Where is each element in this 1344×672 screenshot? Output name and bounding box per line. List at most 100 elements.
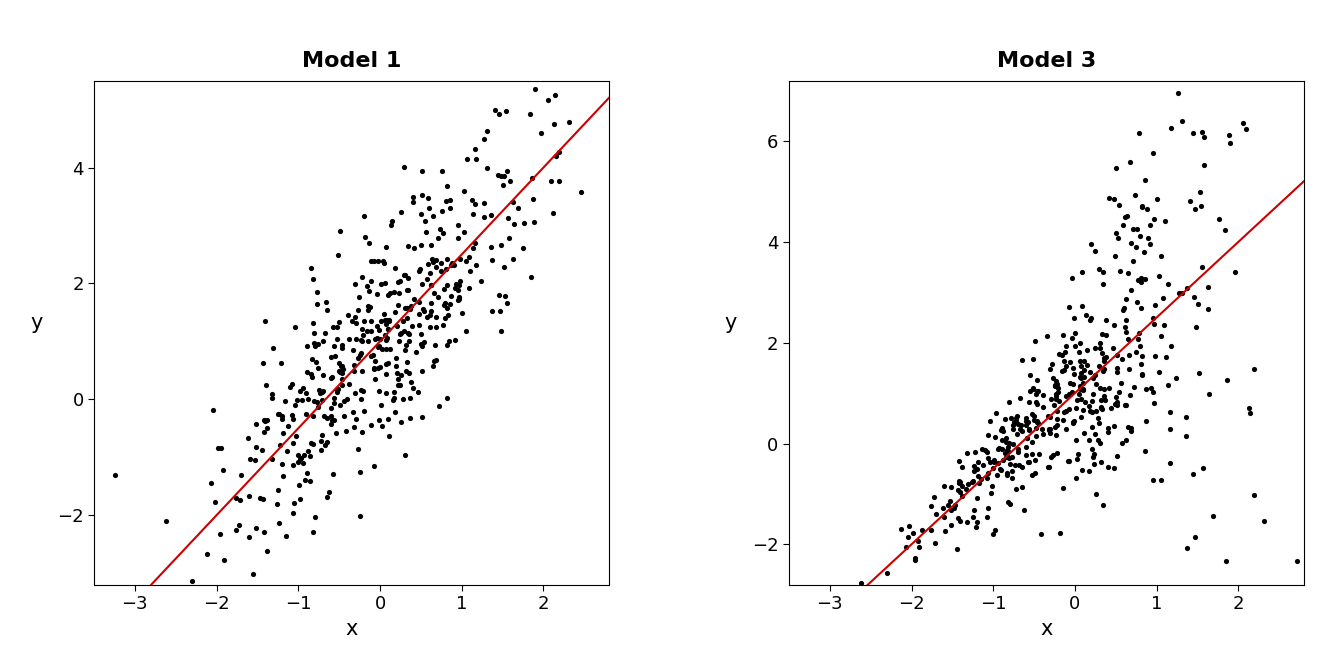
Point bbox=[949, 487, 970, 497]
Point bbox=[1000, 458, 1021, 469]
Point bbox=[320, 403, 341, 413]
Point bbox=[327, 249, 348, 260]
Point bbox=[1176, 542, 1198, 553]
Point bbox=[1052, 356, 1074, 367]
Point bbox=[358, 301, 379, 312]
Point bbox=[1036, 331, 1058, 341]
Point bbox=[980, 457, 1001, 468]
Point bbox=[379, 288, 401, 299]
Point bbox=[419, 322, 441, 333]
Point bbox=[1142, 474, 1164, 485]
Point bbox=[961, 476, 982, 487]
Point bbox=[464, 237, 485, 248]
Point bbox=[991, 465, 1012, 476]
Point bbox=[1111, 219, 1133, 230]
Point bbox=[431, 206, 453, 217]
Point bbox=[1132, 369, 1153, 380]
Point bbox=[538, 95, 559, 106]
Point bbox=[503, 196, 524, 207]
Point bbox=[313, 411, 335, 421]
Point bbox=[310, 394, 332, 405]
Point bbox=[345, 317, 367, 328]
Point bbox=[1191, 262, 1212, 273]
Point bbox=[1126, 296, 1148, 307]
Point bbox=[999, 438, 1020, 449]
Point bbox=[437, 280, 458, 290]
Point bbox=[321, 415, 343, 426]
Point bbox=[957, 516, 978, 527]
Point bbox=[327, 387, 348, 398]
Point bbox=[439, 194, 461, 205]
Point bbox=[1015, 442, 1036, 452]
Point bbox=[1000, 413, 1021, 423]
Point bbox=[320, 351, 341, 362]
Point bbox=[891, 523, 913, 534]
Point bbox=[1001, 472, 1023, 483]
Point bbox=[308, 338, 329, 349]
Point bbox=[1130, 302, 1152, 313]
Point bbox=[403, 243, 425, 254]
Point bbox=[439, 259, 461, 270]
Point bbox=[1027, 385, 1048, 396]
Point bbox=[1046, 379, 1067, 390]
Point bbox=[902, 528, 923, 538]
Point bbox=[207, 442, 228, 453]
Point bbox=[427, 401, 449, 412]
Point bbox=[1003, 423, 1024, 434]
Point bbox=[360, 256, 382, 267]
Point bbox=[1198, 304, 1219, 314]
Point bbox=[1132, 351, 1153, 362]
Point bbox=[368, 341, 390, 351]
Point bbox=[331, 374, 352, 384]
Point bbox=[411, 412, 433, 423]
Point bbox=[493, 171, 515, 181]
Point bbox=[1047, 382, 1068, 393]
Point bbox=[980, 416, 1001, 427]
Point bbox=[1085, 369, 1106, 380]
Point bbox=[986, 470, 1008, 480]
Point bbox=[1157, 279, 1179, 290]
Point bbox=[1068, 389, 1090, 400]
Point bbox=[1056, 456, 1078, 466]
Point bbox=[993, 448, 1015, 458]
Point bbox=[1208, 214, 1230, 224]
Point bbox=[1036, 462, 1058, 472]
Point bbox=[1110, 438, 1132, 449]
Point bbox=[1082, 421, 1103, 432]
Point bbox=[969, 477, 991, 488]
Point bbox=[411, 366, 433, 376]
Point bbox=[282, 414, 304, 425]
Point bbox=[1005, 415, 1027, 426]
Point bbox=[997, 497, 1019, 507]
Point bbox=[1017, 456, 1039, 467]
Point bbox=[351, 271, 372, 282]
Point bbox=[1039, 364, 1060, 374]
Point bbox=[448, 219, 469, 230]
Point bbox=[1266, 61, 1288, 72]
Point bbox=[1055, 341, 1077, 351]
Point bbox=[1103, 194, 1125, 204]
Point bbox=[329, 399, 351, 410]
Point bbox=[1070, 412, 1091, 423]
Point bbox=[1179, 196, 1200, 206]
Point bbox=[941, 519, 962, 530]
Point bbox=[414, 305, 435, 316]
Point bbox=[270, 439, 292, 450]
Point bbox=[302, 318, 324, 329]
Point bbox=[327, 334, 348, 345]
Point bbox=[1118, 364, 1140, 375]
Point bbox=[977, 503, 999, 513]
Point bbox=[301, 263, 323, 274]
Point bbox=[1089, 418, 1110, 429]
Point bbox=[441, 258, 462, 269]
Point bbox=[1008, 444, 1030, 454]
Point bbox=[1087, 434, 1109, 445]
Point bbox=[957, 478, 978, 489]
Point bbox=[439, 203, 461, 214]
Point bbox=[343, 345, 364, 356]
Point bbox=[351, 335, 372, 346]
Point bbox=[491, 171, 512, 181]
Point bbox=[1144, 299, 1165, 310]
Point bbox=[345, 334, 367, 345]
Point bbox=[1106, 367, 1128, 378]
